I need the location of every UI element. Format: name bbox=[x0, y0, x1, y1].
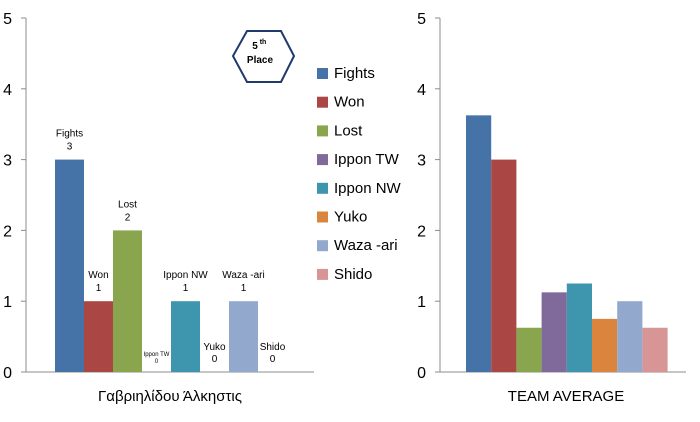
y-tick-label: 4 bbox=[417, 82, 426, 99]
y-tick-label: 0 bbox=[417, 365, 426, 382]
bar-won bbox=[491, 159, 517, 372]
data-label-value: 1 bbox=[183, 283, 189, 294]
data-label-name: Won bbox=[88, 270, 108, 281]
bar-yuko bbox=[592, 318, 618, 372]
y-tick-label: 0 bbox=[3, 365, 12, 382]
x-axis-label: TEAM AVERAGE bbox=[508, 388, 624, 405]
bar-ippon-tw bbox=[541, 292, 567, 372]
badge-number: 5 bbox=[252, 41, 258, 52]
legend-swatch-ippon-nw bbox=[317, 182, 328, 194]
data-label-name: Yuko bbox=[203, 342, 226, 353]
legend-label-waza-ari: Waza -ari bbox=[334, 237, 398, 254]
bar-waza-ari bbox=[617, 301, 643, 372]
bar-ippon-nw bbox=[566, 283, 592, 372]
bar-fights bbox=[466, 115, 492, 372]
legend-label-fights: Fights bbox=[334, 65, 375, 82]
data-label-name: Lost bbox=[118, 199, 137, 210]
y-tick-label: 5 bbox=[417, 11, 426, 28]
data-label-name: Waza -ari bbox=[222, 270, 264, 281]
y-tick-label: 1 bbox=[417, 294, 426, 311]
legend-swatch-won bbox=[317, 96, 328, 108]
data-label-value: 3 bbox=[67, 142, 73, 153]
team-average-chart: 0 1 2 3 4 5 TEAM AVERAGE bbox=[417, 11, 686, 405]
hexagon-badge-shape bbox=[231, 30, 296, 83]
bar-lost bbox=[113, 230, 142, 372]
data-label-value: 0 bbox=[270, 354, 276, 365]
data-label-value: 0 bbox=[212, 354, 218, 365]
legend-label-ippon-nw: Ippon NW bbox=[334, 180, 402, 197]
legend-swatch-lost bbox=[317, 125, 328, 137]
legend-label-won: Won bbox=[334, 94, 365, 111]
legend-swatch-fights bbox=[317, 68, 328, 79]
data-label-name: Fights bbox=[56, 129, 83, 140]
x-axis-label: Γαβριηλίδου Άλκηστις bbox=[98, 388, 242, 405]
legend-label-shido: Shido bbox=[334, 266, 372, 283]
y-tick-label: 5 bbox=[3, 11, 12, 28]
bar-waza-ari bbox=[229, 301, 258, 372]
legend-swatch-shido bbox=[317, 268, 328, 280]
bar-lost bbox=[516, 327, 542, 372]
legend-swatch-waza-ari bbox=[317, 240, 328, 252]
legend-label-lost: Lost bbox=[334, 122, 363, 139]
y-tick-label: 2 bbox=[417, 223, 426, 240]
y-tick-label: 3 bbox=[417, 153, 426, 170]
data-label-name: Ippon TW bbox=[144, 352, 170, 358]
badge-superscript: th bbox=[260, 39, 267, 46]
bar-fights bbox=[55, 159, 84, 372]
data-label-value: 1 bbox=[241, 283, 247, 294]
legend-swatch-ippon-tw bbox=[317, 154, 328, 166]
bar-ippon-nw bbox=[171, 301, 200, 372]
y-tick-label: 4 bbox=[3, 82, 12, 99]
legend-label-yuko: Yuko bbox=[334, 209, 367, 226]
bar-won bbox=[84, 301, 113, 372]
data-label-name: Ippon NW bbox=[163, 270, 208, 281]
y-tick-label: 3 bbox=[3, 153, 12, 170]
data-label-name: Shido bbox=[260, 342, 286, 353]
bar-shido bbox=[642, 327, 668, 372]
legend: Fights Won Lost Ippon TW Ippon NW Yuko Waza -a… bbox=[317, 65, 402, 283]
legend-label-ippon-tw: Ippon TW bbox=[334, 151, 400, 168]
badge-text: Place bbox=[247, 55, 274, 66]
place-badge: 5 th Place bbox=[231, 30, 296, 83]
legend-swatch-yuko bbox=[317, 211, 328, 223]
y-tick-label: 2 bbox=[3, 223, 12, 240]
y-tick-label: 1 bbox=[3, 294, 12, 311]
data-label-value: 0 bbox=[155, 359, 159, 365]
data-label-value: 1 bbox=[96, 283, 102, 294]
data-label-value: 2 bbox=[125, 212, 131, 223]
